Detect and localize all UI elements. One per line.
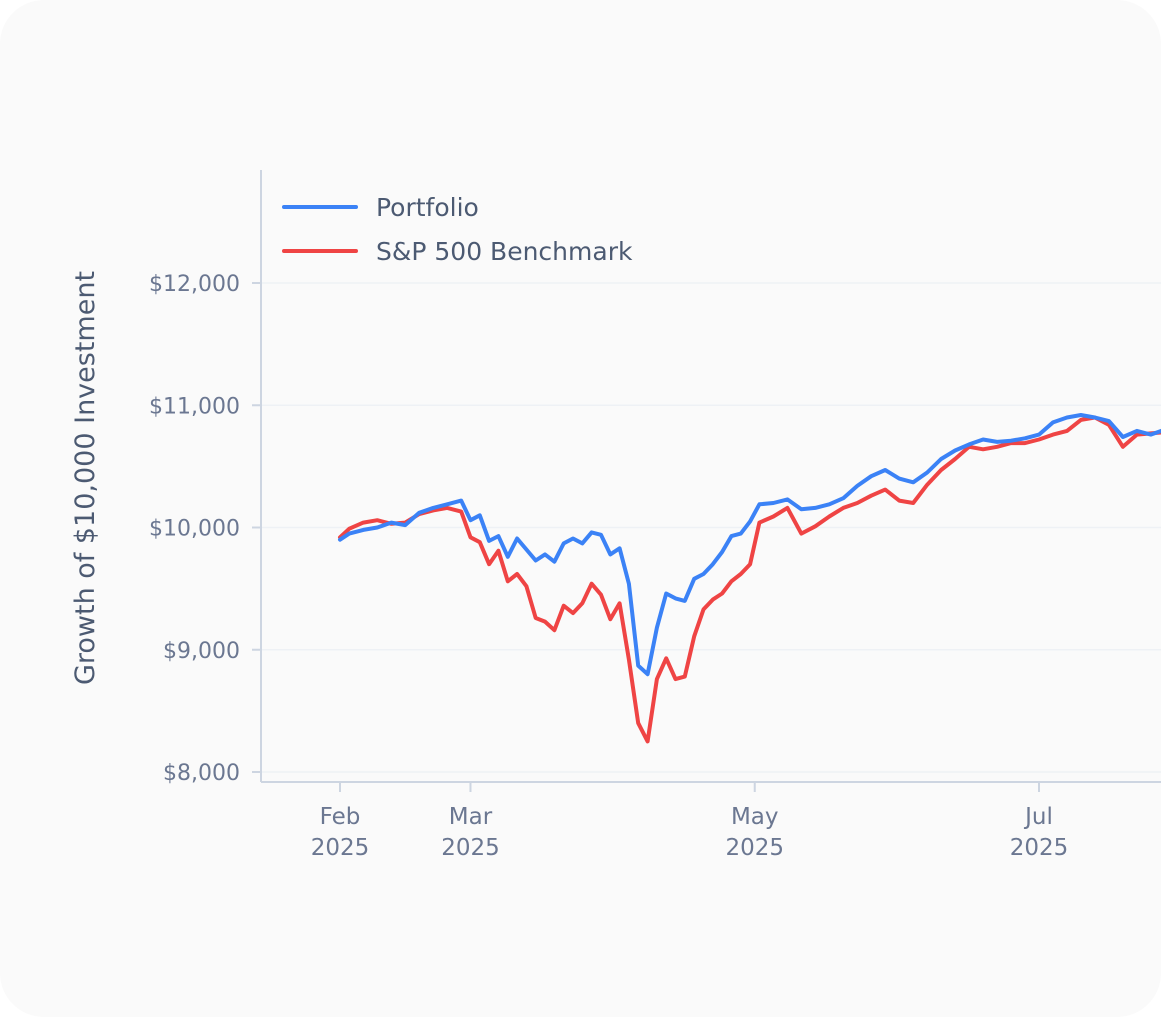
x-tick-label-month: Jul xyxy=(1023,804,1053,830)
y-tick-label: $8,000 xyxy=(163,761,240,786)
series-lines xyxy=(338,413,1161,744)
x-tick-label-year: 2025 xyxy=(311,835,370,861)
legend: Portfolio S&P 500 Benchmark xyxy=(282,193,633,266)
y-tick-label: $12,000 xyxy=(149,272,240,297)
gridlines xyxy=(262,282,1161,773)
y-axis-label: Growth of $10,000 Investment xyxy=(70,271,101,685)
y-tick-label: $10,000 xyxy=(149,517,240,542)
legend-label-portfolio: Portfolio xyxy=(376,193,479,222)
y-ticks: $8,000 $9,000 $10,000 $11,000 $12,000 xyxy=(149,272,261,786)
series-line-portfolio xyxy=(338,413,1161,677)
x-ticks: Feb 2025 Mar 2025 May 2025 Jul 2025 xyxy=(311,782,1069,861)
series-line-benchmark xyxy=(338,415,1161,744)
x-tick-label-month: Feb xyxy=(320,804,361,830)
legend-label-benchmark: S&P 500 Benchmark xyxy=(376,237,633,266)
x-tick-label-month: Mar xyxy=(449,804,493,830)
y-tick-label: $11,000 xyxy=(149,394,240,419)
axes xyxy=(260,170,1161,783)
x-tick-label-year: 2025 xyxy=(1010,835,1069,861)
x-tick-label-year: 2025 xyxy=(441,835,500,861)
x-tick-label-year: 2025 xyxy=(725,835,784,861)
x-tick-label-month: May xyxy=(731,804,779,830)
y-tick-label: $9,000 xyxy=(163,639,240,664)
